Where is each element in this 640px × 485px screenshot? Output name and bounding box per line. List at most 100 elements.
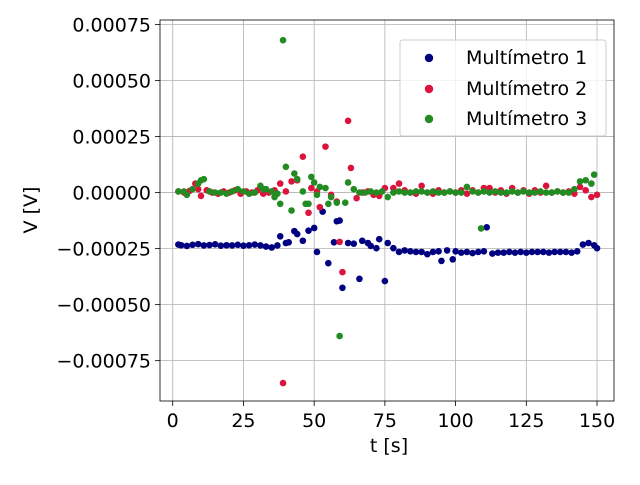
y-tick-label: −0.00025 bbox=[57, 239, 152, 261]
data-point-series-3 bbox=[378, 188, 386, 195]
data-point-series-3 bbox=[361, 189, 369, 196]
data-point-series-1 bbox=[285, 239, 293, 246]
data-point-series-1 bbox=[234, 241, 242, 249]
data-point-series-2 bbox=[463, 190, 471, 197]
data-point-series-2 bbox=[197, 192, 205, 200]
data-point-series-3 bbox=[175, 188, 182, 195]
data-point-series-2 bbox=[344, 117, 352, 125]
data-point-series-1 bbox=[381, 277, 389, 285]
data-point-series-3 bbox=[279, 36, 287, 44]
data-point-series-3 bbox=[313, 191, 321, 199]
data-point-series-1 bbox=[412, 248, 420, 256]
data-point-series-3 bbox=[288, 207, 295, 214]
data-point-series-3 bbox=[336, 332, 343, 340]
x-tick-label: 150 bbox=[579, 410, 615, 432]
data-point-series-3 bbox=[486, 189, 493, 196]
data-point-series-3 bbox=[183, 191, 191, 199]
data-point-series-3 bbox=[356, 189, 363, 196]
data-point-series-1 bbox=[452, 247, 459, 255]
data-point-series-1 bbox=[474, 248, 482, 256]
data-point-series-2 bbox=[542, 182, 550, 190]
data-point-series-3 bbox=[576, 178, 584, 185]
data-point-series-1 bbox=[457, 249, 465, 256]
data-point-series-1 bbox=[358, 237, 366, 245]
data-point-series-1 bbox=[189, 241, 196, 249]
data-point-series-3 bbox=[276, 200, 284, 208]
data-point-series-3 bbox=[412, 188, 420, 195]
data-point-series-1 bbox=[551, 248, 558, 256]
data-point-series-3 bbox=[401, 189, 408, 196]
legend-marker-multimetro-2 bbox=[424, 84, 434, 94]
y-axis-label: V [V] bbox=[20, 187, 42, 234]
data-point-series-3 bbox=[590, 171, 598, 178]
data-point-series-3 bbox=[291, 170, 298, 177]
data-point-series-3 bbox=[418, 188, 425, 195]
data-point-series-1 bbox=[593, 244, 601, 252]
data-point-series-1 bbox=[206, 241, 213, 249]
data-point-series-1 bbox=[325, 259, 332, 267]
data-point-series-2 bbox=[418, 182, 425, 190]
x-tick-label: 0 bbox=[167, 410, 179, 432]
data-point-series-3 bbox=[435, 189, 442, 196]
data-point-series-1 bbox=[310, 224, 318, 232]
data-point-series-1 bbox=[483, 224, 491, 231]
data-point-series-3 bbox=[310, 179, 318, 186]
y-tick-label: −0.00075 bbox=[57, 351, 152, 373]
data-point-series-3 bbox=[299, 188, 307, 195]
data-point-series-1 bbox=[500, 249, 507, 256]
data-point-series-1 bbox=[223, 241, 230, 249]
data-point-series-3 bbox=[293, 175, 301, 183]
data-point-series-1 bbox=[511, 249, 519, 256]
data-point-series-3 bbox=[395, 188, 403, 195]
data-point-series-3 bbox=[525, 189, 533, 196]
data-point-series-2 bbox=[593, 191, 601, 199]
data-point-series-3 bbox=[390, 189, 397, 196]
data-point-series-2 bbox=[339, 268, 346, 276]
data-point-series-1 bbox=[177, 241, 185, 249]
data-point-series-3 bbox=[407, 189, 414, 196]
data-point-series-2 bbox=[276, 180, 284, 187]
data-point-series-2 bbox=[288, 178, 295, 185]
data-point-series-3 bbox=[325, 200, 332, 208]
data-point-series-1 bbox=[228, 242, 236, 249]
legend-box bbox=[399, 39, 607, 137]
data-point-series-1 bbox=[217, 242, 225, 249]
data-point-series-3 bbox=[245, 190, 253, 197]
data-point-series-1 bbox=[573, 247, 581, 255]
x-tick-label: 125 bbox=[508, 410, 544, 432]
data-point-series-3 bbox=[537, 188, 544, 195]
data-point-series-3 bbox=[474, 189, 482, 196]
y-tick-label: 0.00025 bbox=[72, 127, 151, 149]
data-point-series-3 bbox=[262, 185, 270, 193]
data-point-series-3 bbox=[559, 189, 567, 196]
data-point-series-1 bbox=[463, 248, 471, 256]
legend-label-multimetro-3: Multímetro 3 bbox=[466, 108, 587, 130]
data-point-series-1 bbox=[568, 249, 575, 256]
data-point-series-1 bbox=[556, 248, 564, 256]
data-point-series-2 bbox=[353, 194, 360, 202]
data-point-series-1 bbox=[240, 242, 247, 249]
data-point-series-1 bbox=[390, 244, 397, 252]
data-point-series-3 bbox=[308, 173, 315, 181]
data-point-series-3 bbox=[446, 188, 454, 195]
legend-label-multimetro-2: Multímetro 2 bbox=[466, 78, 587, 100]
data-point-series-1 bbox=[418, 248, 425, 256]
y-tick-label: 0.00075 bbox=[72, 14, 151, 36]
data-point-series-3 bbox=[497, 189, 505, 196]
data-point-series-2 bbox=[322, 143, 329, 150]
data-point-series-1 bbox=[494, 249, 502, 256]
data-point-series-2 bbox=[308, 184, 315, 192]
data-point-series-1 bbox=[183, 242, 191, 250]
data-point-series-3 bbox=[316, 183, 324, 191]
data-point-series-3 bbox=[200, 175, 208, 183]
data-point-series-1 bbox=[211, 241, 219, 248]
data-point-series-3 bbox=[274, 190, 281, 197]
data-point-series-1 bbox=[443, 247, 451, 254]
data-point-series-3 bbox=[548, 189, 556, 196]
data-point-series-1 bbox=[517, 248, 524, 256]
data-point-series-1 bbox=[401, 247, 408, 254]
data-point-series-2 bbox=[282, 188, 290, 195]
data-point-series-2 bbox=[336, 238, 343, 246]
